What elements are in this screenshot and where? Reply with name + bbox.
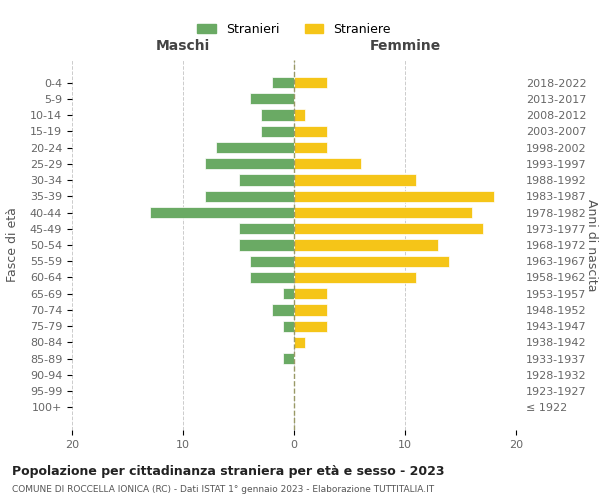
Bar xyxy=(283,353,294,364)
Bar xyxy=(294,126,328,137)
Bar xyxy=(294,223,483,234)
Text: COMUNE DI ROCCELLA IONICA (RC) - Dati ISTAT 1° gennaio 2023 - Elaborazione TUTTI: COMUNE DI ROCCELLA IONICA (RC) - Dati IS… xyxy=(12,485,434,494)
Bar xyxy=(294,288,328,300)
Bar xyxy=(294,240,438,250)
Bar xyxy=(294,320,328,332)
Bar xyxy=(294,272,416,283)
Bar xyxy=(294,77,328,88)
Bar xyxy=(216,142,294,153)
Bar xyxy=(260,110,294,120)
Bar xyxy=(283,320,294,332)
Bar xyxy=(239,240,294,250)
Y-axis label: Fasce di età: Fasce di età xyxy=(6,208,19,282)
Bar xyxy=(272,77,294,88)
Bar xyxy=(294,110,305,120)
Bar xyxy=(294,142,328,153)
Bar xyxy=(150,207,294,218)
Bar xyxy=(294,337,305,348)
Bar xyxy=(294,174,416,186)
Bar xyxy=(294,304,328,316)
Bar xyxy=(250,272,294,283)
Bar xyxy=(205,158,294,170)
Bar xyxy=(205,190,294,202)
Bar xyxy=(239,223,294,234)
Bar xyxy=(283,288,294,300)
Bar xyxy=(260,126,294,137)
Bar xyxy=(250,93,294,104)
Bar xyxy=(272,304,294,316)
Text: Popolazione per cittadinanza straniera per età e sesso - 2023: Popolazione per cittadinanza straniera p… xyxy=(12,465,445,478)
Text: Femmine: Femmine xyxy=(370,38,440,52)
Bar xyxy=(294,158,361,170)
Bar xyxy=(294,207,472,218)
Text: Maschi: Maschi xyxy=(156,38,210,52)
Bar xyxy=(239,174,294,186)
Y-axis label: Anni di nascita: Anni di nascita xyxy=(584,198,598,291)
Bar xyxy=(250,256,294,267)
Bar xyxy=(294,190,494,202)
Bar xyxy=(294,256,449,267)
Legend: Stranieri, Straniere: Stranieri, Straniere xyxy=(192,18,396,41)
